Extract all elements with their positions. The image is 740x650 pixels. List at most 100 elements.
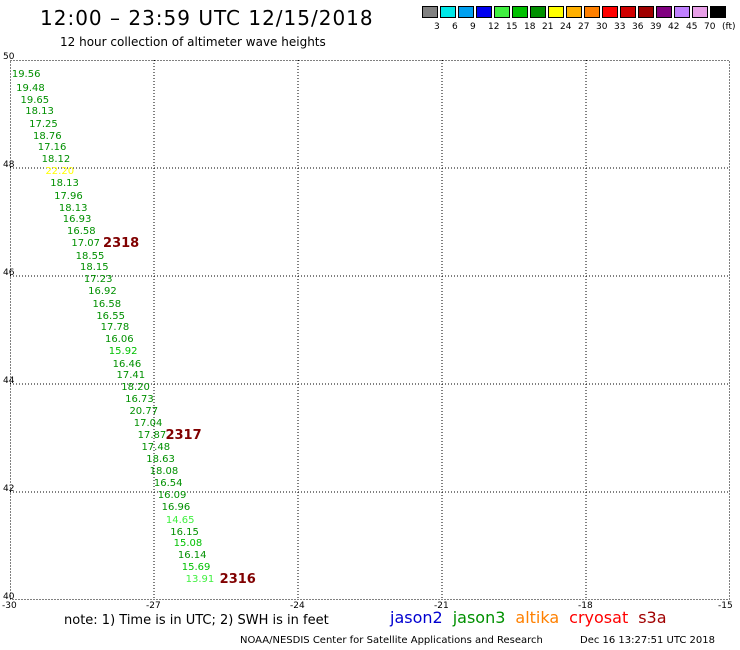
scale-swatch [440, 6, 456, 18]
scale-swatch [566, 6, 582, 18]
satellite-legend-item: s3a [638, 608, 667, 627]
map-frame [10, 60, 730, 600]
lat-lon-grid [10, 60, 730, 600]
lat-tick-label: 50 [3, 52, 15, 62]
satellite-legend-item: jason3 [452, 608, 506, 627]
wave-height-value: 19.56 [11, 69, 41, 81]
scale-label: 15 [506, 22, 518, 32]
wave-height-value: 16.58 [67, 226, 96, 238]
wave-height-value: 18.15 [80, 262, 109, 274]
scale-swatch [638, 6, 654, 18]
map-title: 12:00 – 23:59 UTC 12/15/2018 [40, 6, 374, 30]
wave-height-value: 16.73 [125, 394, 154, 406]
pass-number-label: 2318 [103, 236, 140, 252]
wave-height-value: 16.14 [177, 550, 207, 562]
wave-height-value: 20.77 [129, 406, 159, 418]
scale-swatch [710, 6, 726, 18]
wave-height-value: 16.58 [92, 298, 122, 310]
scale-label: (ft) [722, 22, 736, 32]
scale-swatch [656, 6, 672, 18]
pass-number-label: 2317 [165, 427, 202, 443]
wave-height-value: 17.48 [141, 442, 171, 454]
lat-tick-label: 46 [3, 268, 15, 278]
wave-height-value: 22.20 [45, 166, 75, 178]
scale-label: 42 [668, 22, 680, 32]
wave-height-value: 17.16 [37, 142, 67, 154]
wave-height-value: 16.92 [88, 286, 117, 298]
wave-height-value: 17.41 [116, 370, 146, 382]
lat-tick-label: 40 [3, 592, 15, 602]
scale-swatch [422, 6, 438, 18]
scale-swatch [692, 6, 708, 18]
wave-height-value: 17.25 [29, 118, 58, 130]
lat-tick-label: 44 [3, 376, 15, 386]
wave-height-value: 18.63 [146, 454, 175, 466]
wave-height-value: 19.48 [16, 82, 45, 94]
scale-swatch [476, 6, 492, 18]
wave-height-value: 18.20 [121, 382, 150, 394]
scale-label: 9 [470, 22, 476, 32]
lon-tick-label: -18 [578, 601, 593, 611]
lon-tick-label: -30 [2, 601, 17, 611]
generated-timestamp: Dec 16 13:27:51 UTC 2018 [580, 635, 715, 646]
scale-swatch [584, 6, 600, 18]
credit-line: NOAA/NESDIS Center for Satellite Applica… [240, 635, 543, 646]
wave-height-value: 15.08 [173, 538, 203, 550]
lat-tick-label: 48 [3, 160, 15, 170]
wave-height-value: 18.13 [25, 106, 54, 118]
wave-height-value: 16.09 [157, 489, 187, 501]
scale-swatch [512, 6, 528, 18]
lon-tick-label: -24 [290, 601, 305, 611]
scale-label: 70 [704, 22, 716, 32]
scale-label: 6 [452, 22, 458, 32]
wave-height-value: 18.55 [75, 250, 105, 262]
scale-label: 24 [560, 22, 572, 32]
wave-height-value: 16.15 [170, 526, 199, 538]
scale-label: 36 [632, 22, 644, 32]
wave-height-value: 18.13 [50, 178, 79, 190]
units-note: note: 1) Time is in UTC; 2) SWH is in fe… [64, 613, 329, 628]
map-subtitle: 12 hour collection of altimeter wave hei… [60, 35, 326, 49]
wave-height-value: 16.46 [112, 358, 142, 370]
scale-swatch [602, 6, 618, 18]
wave-height-value: 17.87 [137, 429, 167, 441]
wave-height-value: 16.54 [153, 477, 183, 489]
scale-label: 39 [650, 22, 662, 32]
wave-height-value: 19.65 [20, 94, 50, 106]
lon-tick-label: -21 [434, 601, 449, 611]
pass-number-label: 2316 [219, 572, 256, 588]
lon-tick-label: -27 [146, 601, 161, 611]
wave-height-value: 15.69 [181, 562, 211, 574]
wave-height-value: 17.07 [71, 238, 100, 250]
scale-label: 3 [434, 22, 440, 32]
lon-tick-label: -15 [718, 601, 733, 611]
satellite-legend-item: altika [515, 608, 560, 627]
scale-label: 33 [614, 22, 626, 32]
wave-height-value: 18.13 [58, 202, 88, 214]
wave-height-value: 14.65 [165, 514, 195, 526]
wave-height-value: 18.08 [149, 466, 179, 478]
scale-label: 12 [488, 22, 500, 32]
color-scale-legend [422, 6, 728, 18]
scale-label: 21 [542, 22, 554, 32]
wave-height-value: 16.93 [62, 214, 92, 226]
wave-height-value: 18.76 [32, 130, 62, 142]
wave-height-value: 17.23 [83, 274, 113, 286]
scale-label: 45 [686, 22, 698, 32]
wave-height-value: 15.92 [108, 346, 138, 358]
scale-label: 27 [578, 22, 590, 32]
wave-height-value: 17.78 [100, 322, 130, 334]
wave-height-value: 16.96 [161, 502, 191, 514]
wave-height-value: 16.06 [104, 334, 134, 346]
scale-swatch [494, 6, 510, 18]
wave-height-value: 16.55 [96, 310, 125, 322]
satellite-legend: jason2 jason3 altika cryosat s3a [390, 608, 677, 627]
wave-height-value: 17.04 [133, 417, 163, 429]
scale-swatch [530, 6, 546, 18]
scale-label: 18 [524, 22, 536, 32]
scale-swatch [548, 6, 564, 18]
wave-height-value: 17.96 [54, 190, 83, 202]
wave-height-value: 18.12 [41, 154, 71, 166]
scale-swatch [620, 6, 636, 18]
scale-swatch [458, 6, 474, 18]
